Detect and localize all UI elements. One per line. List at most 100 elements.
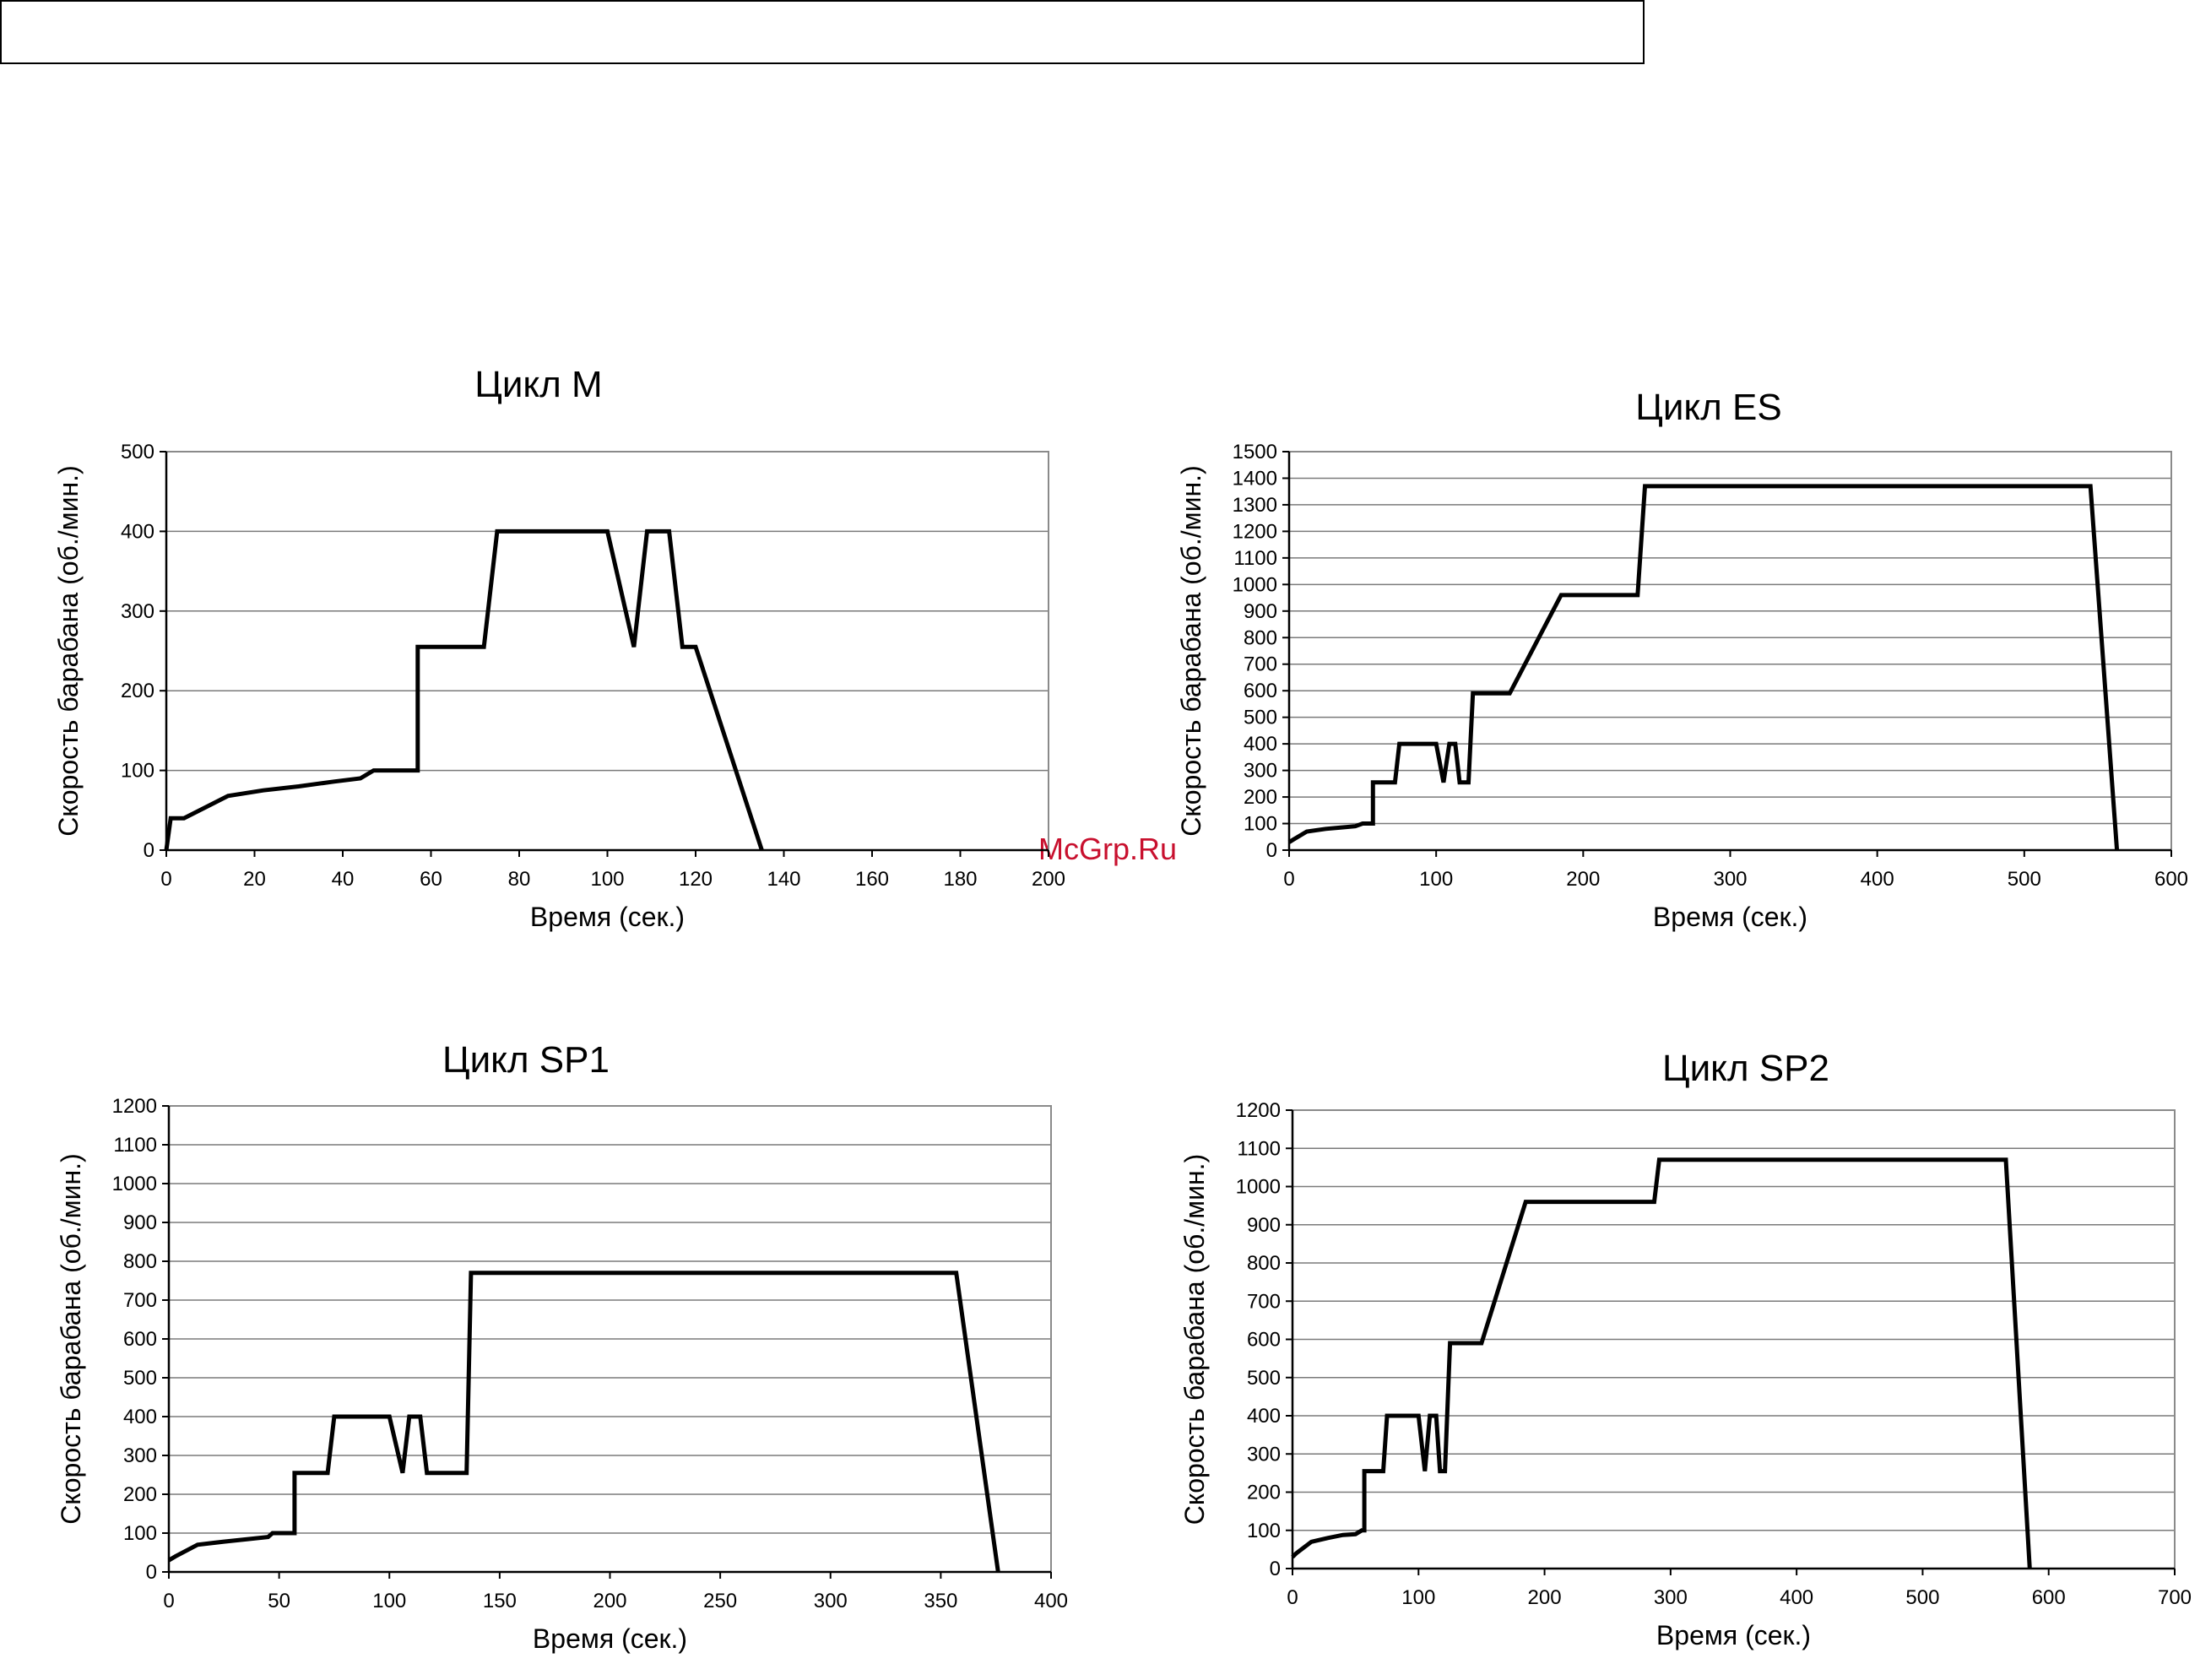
chart-3-x-tick-label: 250 (703, 1590, 737, 1612)
chart-2-y-tick-label: 700 (1244, 653, 1277, 676)
chart-2-y-tick-label: 800 (1244, 626, 1277, 649)
header-box (0, 0, 1645, 64)
chart-2-y-tick-label: 1200 (1233, 520, 1277, 543)
chart-1-series-line (164, 528, 764, 851)
chart-2-y-tick-label: 0 (1266, 839, 1277, 862)
chart-4-x-tick-label: 500 (1905, 1586, 1939, 1609)
chart-2-y-tick-label: 900 (1244, 600, 1277, 623)
chart-3-y-axis-label: Скорость барабана (об./мин.) (56, 1153, 86, 1524)
chart-2-x-tick-label: 500 (2008, 868, 2041, 891)
chart-2-y-tick-label: 100 (1244, 813, 1277, 836)
chart-2-y-tick-label: 600 (1244, 680, 1277, 702)
chart-2-y-tick-label: 1500 (1233, 441, 1277, 463)
chart-3-x-tick-label: 150 (483, 1590, 517, 1612)
chart-1-title: Цикл M (474, 364, 602, 405)
chart-2-x-tick-label: 0 (1283, 868, 1294, 891)
chart-2-x-tick-label: 300 (1713, 868, 1747, 891)
chart-2-y-tick-label: 300 (1244, 760, 1277, 783)
chart-4-y-tick-label: 100 (1247, 1520, 1281, 1542)
chart-4-y-tick-label: 500 (1247, 1367, 1281, 1390)
chart-3-x-axis-label: Время (сек.) (533, 1623, 687, 1654)
chart-1-x-tick-label: 40 (332, 868, 355, 891)
chart-2-x-tick-label: 600 (2154, 868, 2188, 891)
chart-1-x-tick-label: 0 (160, 868, 171, 891)
chart-3-y-tick-label: 800 (123, 1250, 157, 1273)
chart-3-title: Цикл SP1 (442, 1039, 610, 1081)
chart-4-y-tick-label: 1000 (1236, 1176, 1281, 1199)
chart-4-series-line (1291, 1157, 2032, 1569)
chart-4-y-axis-label: Скорость барабана (об./мин.) (1179, 1154, 1210, 1525)
chart-4-y-tick-label: 700 (1247, 1290, 1281, 1313)
chart-4-y-tick-label: 900 (1247, 1214, 1281, 1237)
chart-1-x-tick-label: 120 (679, 868, 713, 891)
chart-3-series-line (167, 1271, 1000, 1573)
chart-3-x-tick-label: 400 (1034, 1590, 1068, 1612)
chart-3-y-tick-label: 600 (123, 1328, 157, 1351)
chart-2-y-tick-label: 400 (1244, 733, 1277, 756)
chart-3-y-tick-label: 300 (123, 1444, 157, 1467)
chart-4-x-axis-label: Время (сек.) (1656, 1620, 1811, 1650)
chart-3-y-tick-label: 1000 (112, 1173, 157, 1195)
chart-1-y-tick-label: 200 (121, 680, 154, 702)
chart-4-x-tick-label: 600 (2032, 1586, 2066, 1609)
chart-4-y-tick-label: 400 (1247, 1405, 1281, 1428)
chart-2-y-tick-label: 1300 (1233, 494, 1277, 517)
chart-1-x-tick-label: 200 (1032, 868, 1065, 891)
chart-2-x-tick-label: 100 (1419, 868, 1453, 891)
chart-2-y-tick-label: 200 (1244, 786, 1277, 809)
chart-3-y-tick-label: 0 (146, 1561, 157, 1584)
chart-4-y-tick-label: 200 (1247, 1482, 1281, 1504)
chart-3-y-tick-label: 100 (123, 1522, 157, 1545)
chart-4-x-tick-label: 700 (2158, 1586, 2192, 1609)
chart-1-x-tick-label: 100 (590, 868, 624, 891)
chart-3-x-tick-label: 200 (593, 1590, 626, 1612)
chart-4-x-tick-label: 100 (1401, 1586, 1435, 1609)
watermark: McGrp.Ru (1038, 832, 1178, 866)
chart-3-y-tick-label: 1100 (113, 1134, 157, 1157)
chart-1-y-tick-label: 400 (121, 520, 154, 543)
chart-1-y-tick-label: 0 (144, 839, 154, 862)
chart-3-y-tick-label: 900 (123, 1211, 157, 1234)
chart-3-y-tick-label: 400 (123, 1406, 157, 1428)
chart-2-y-tick-label: 1400 (1233, 467, 1277, 490)
chart-2-plot-frame (1288, 451, 2172, 851)
chart-1-y-tick-label: 100 (121, 760, 154, 783)
chart-1-x-axis-label: Время (сек.) (530, 902, 685, 932)
chart-1-plot-frame (165, 451, 1049, 851)
chart-4-y-tick-label: 0 (1270, 1558, 1281, 1580)
chart-4-x-tick-label: 400 (1780, 1586, 1813, 1609)
chart-4-title: Цикл SP2 (1662, 1048, 1829, 1089)
chart-4-x-tick-label: 200 (1528, 1586, 1562, 1609)
chart-2-y-tick-label: 1100 (1233, 547, 1277, 570)
chart-4-y-tick-label: 800 (1247, 1252, 1281, 1275)
chart-4-y-tick-label: 300 (1247, 1443, 1281, 1466)
chart-2-x-tick-label: 200 (1566, 868, 1600, 891)
chart-2-y-tick-label: 500 (1244, 707, 1277, 729)
chart-2-y-axis-label: Скорость барабана (об./мин.) (1176, 465, 1206, 836)
chart-2-y-tick-label: 1000 (1233, 573, 1277, 596)
chart-1-x-tick-label: 60 (420, 868, 442, 891)
chart-3-x-tick-label: 50 (268, 1590, 290, 1612)
chart-2-x-axis-label: Время (сек.) (1653, 902, 1807, 932)
chart-4-y-tick-label: 1200 (1236, 1099, 1281, 1122)
chart-3-x-tick-label: 350 (924, 1590, 957, 1612)
chart-3-x-tick-label: 100 (372, 1590, 406, 1612)
chart-3-y-tick-label: 200 (123, 1483, 157, 1506)
chart-1-y-tick-label: 300 (121, 600, 154, 623)
chart-3-y-tick-label: 500 (123, 1367, 157, 1390)
chart-4-x-tick-label: 0 (1287, 1586, 1298, 1609)
chart-1-x-tick-label: 20 (243, 868, 266, 891)
chart-3-y-tick-label: 700 (123, 1289, 157, 1312)
chart-1-x-tick-label: 140 (767, 868, 800, 891)
chart-4-y-tick-label: 1100 (1237, 1137, 1281, 1160)
chart-3-x-tick-label: 300 (814, 1590, 848, 1612)
chart-2-x-tick-label: 400 (1861, 868, 1894, 891)
chart-2-title: Цикл ES (1635, 387, 1781, 428)
chart-4-y-tick-label: 600 (1247, 1329, 1281, 1352)
chart-3-x-tick-label: 0 (163, 1590, 174, 1612)
chart-4-x-tick-label: 300 (1654, 1586, 1688, 1609)
chart-2-series-line (1287, 484, 2120, 851)
chart-1-x-tick-label: 180 (943, 868, 977, 891)
chart-1-x-tick-label: 160 (855, 868, 889, 891)
